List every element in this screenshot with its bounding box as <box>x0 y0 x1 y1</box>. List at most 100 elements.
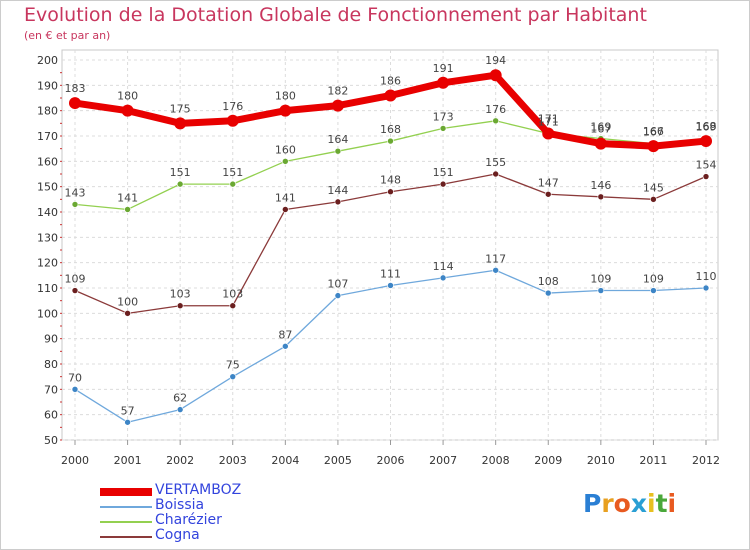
point-cogna <box>650 196 657 203</box>
data-label-vertamboz: 176 <box>222 100 243 113</box>
data-label-boissia: 114 <box>433 260 454 273</box>
point-charezier <box>334 147 342 155</box>
point-charezier <box>176 180 184 188</box>
point-cogna <box>124 310 131 317</box>
logo-letter: i <box>647 489 656 518</box>
y-tick-label: 180 <box>37 105 58 118</box>
point-cogna <box>334 198 342 206</box>
point-vertamboz <box>700 135 712 148</box>
legend-swatch-charezier <box>100 521 152 523</box>
data-label-charezier: 151 <box>170 166 191 179</box>
data-label-charezier: 167 <box>643 126 664 139</box>
point-vertamboz <box>647 140 660 153</box>
data-label-cogna: 147 <box>538 176 559 189</box>
point-boissia <box>176 406 184 413</box>
series-vertamboz <box>69 69 712 153</box>
data-label-cogna: 146 <box>590 179 611 192</box>
data-label-vertamboz: 186 <box>380 74 401 87</box>
data-label-charezier: 164 <box>327 133 348 146</box>
data-label-vertamboz: 167 <box>590 123 611 136</box>
data-label-cogna: 155 <box>485 156 506 169</box>
y-tick-label: 100 <box>37 307 58 320</box>
data-label-cogna: 154 <box>696 159 717 172</box>
data-label-vertamboz: 183 <box>65 82 86 95</box>
data-label-vertamboz: 168 <box>696 120 717 133</box>
data-label-charezier: 169 <box>696 121 717 134</box>
point-boissia <box>492 266 499 274</box>
point-charezier <box>71 201 79 208</box>
x-tick-label: 2012 <box>692 454 720 467</box>
series-cogna <box>71 170 710 317</box>
x-tick-label: 2002 <box>166 454 194 467</box>
data-label-boissia: 57 <box>121 404 135 417</box>
point-vertamboz <box>174 117 187 130</box>
x-tick-label: 2008 <box>482 454 510 467</box>
point-charezier <box>229 180 237 188</box>
data-label-vertamboz: 182 <box>327 85 348 98</box>
y-tick-label: 70 <box>44 383 58 396</box>
point-cogna <box>544 190 552 198</box>
data-label-cogna: 148 <box>380 174 401 187</box>
point-boissia <box>124 418 131 426</box>
point-charezier <box>439 125 447 132</box>
logo-letter: i <box>667 489 677 518</box>
point-vertamboz <box>542 127 555 140</box>
point-charezier <box>387 137 394 145</box>
data-label-boissia: 62 <box>173 392 187 405</box>
chart-title: Evolution de la Dotation Globale de Fonc… <box>24 4 647 26</box>
logo-letter: x <box>630 489 647 518</box>
data-label-vertamboz: 175 <box>170 102 191 115</box>
legend-label-cogna: Cogna <box>155 527 200 543</box>
legend-label-boissia: Boissia <box>155 497 205 513</box>
point-vertamboz <box>489 69 502 82</box>
data-label-vertamboz: 191 <box>433 62 454 75</box>
y-tick-label: 110 <box>37 282 58 295</box>
y-tick-label: 160 <box>37 155 58 168</box>
data-label-vertamboz: 171 <box>538 112 559 125</box>
data-label-charezier: 141 <box>117 191 138 204</box>
series-group <box>69 69 712 426</box>
proxiti-logo[interactable]: Proxiti <box>583 489 676 518</box>
point-boissia <box>702 284 710 292</box>
y-tick-label: 80 <box>44 358 58 371</box>
logo-letter: P <box>583 489 602 518</box>
point-vertamboz <box>69 97 81 110</box>
x-tick-label: 2001 <box>114 454 142 467</box>
x-tick-label: 2009 <box>534 454 562 467</box>
data-label-boissia: 117 <box>485 252 506 265</box>
legend-swatch-cogna <box>100 536 152 538</box>
data-label-boissia: 108 <box>538 275 559 288</box>
axes: 50 60 70 80 90 100 110 120 130 140 150 160 170 180 190… <box>37 54 720 467</box>
x-tick-label: 2006 <box>377 454 405 467</box>
data-label-boissia: 87 <box>278 328 292 341</box>
point-cogna <box>71 287 79 294</box>
y-tick-label: 60 <box>44 409 58 422</box>
point-cogna <box>229 302 237 310</box>
data-label-cogna: 151 <box>433 166 454 179</box>
data-label-cogna: 145 <box>643 181 664 194</box>
x-tick-label: 2000 <box>61 454 89 467</box>
data-label-charezier: 168 <box>380 123 401 136</box>
y-tick-label: 190 <box>37 79 58 92</box>
point-boissia <box>597 287 605 294</box>
data-label-boissia: 70 <box>68 371 82 384</box>
data-label-charezier: 169 <box>590 121 611 134</box>
data-label-charezier: 171 <box>538 115 559 128</box>
point-cogna <box>176 302 184 310</box>
data-label-cogna: 103 <box>222 288 243 301</box>
point-cogna <box>492 170 499 178</box>
data-label-charezier: 143 <box>65 186 86 199</box>
data-label-vertamboz: 180 <box>275 90 296 103</box>
point-cogna <box>282 206 289 213</box>
data-label-charezier: 151 <box>222 166 243 179</box>
point-boissia <box>650 287 657 294</box>
chart-subtitle: (en € et par an) <box>24 29 111 42</box>
y-tick-label: 120 <box>37 257 58 270</box>
y-tick-label: 140 <box>37 206 58 219</box>
point-boissia <box>282 342 289 350</box>
data-label-boissia: 109 <box>590 273 611 286</box>
x-tick-label: 2005 <box>324 454 352 467</box>
point-cogna <box>387 188 394 196</box>
data-label-charezier: 176 <box>485 103 506 116</box>
